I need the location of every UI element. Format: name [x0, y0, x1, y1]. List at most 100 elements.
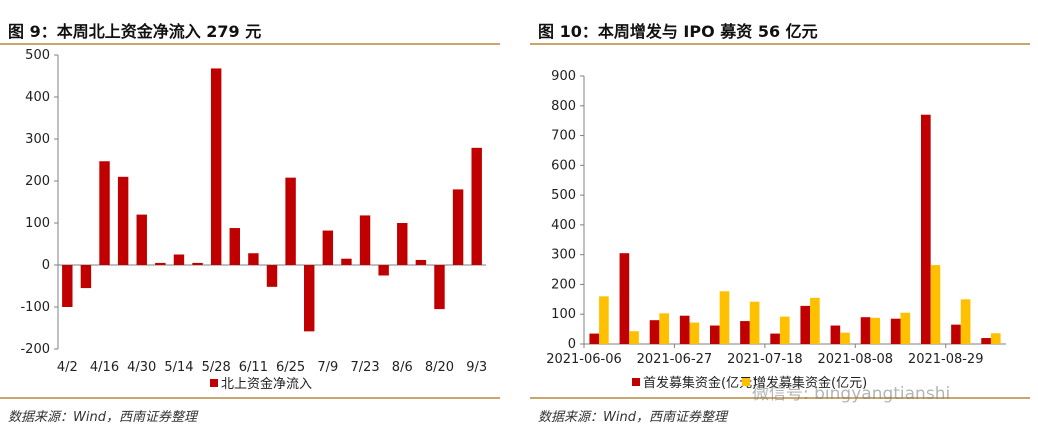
chart-panel-right: 图 10：本周增发与 IPO 募资 56 亿元 0 100 200 300 400 500… — [530, 0, 1038, 440]
bar-series2 — [749, 301, 760, 344]
bar-series1 — [951, 324, 961, 344]
bar-series1 — [117, 176, 129, 265]
bar-series2 — [659, 313, 670, 344]
y-tick-label: 200 — [25, 174, 50, 189]
bar-series1 — [710, 325, 720, 344]
x-tick-label: 7/9 — [317, 360, 338, 375]
bar-series1 — [173, 254, 185, 265]
bar-series2 — [930, 265, 941, 344]
bar-series2 — [599, 296, 609, 344]
bar-series1 — [589, 333, 600, 344]
bar-series2 — [810, 297, 820, 344]
y-tick-label: -100 — [20, 300, 50, 315]
chart-title: 图 10：本周增发与 IPO 募资 56 亿元 — [538, 22, 818, 41]
bar-series1 — [890, 318, 901, 344]
y-tick-label: 100 — [551, 307, 576, 322]
bar-series1 — [860, 317, 871, 344]
bar-series1 — [322, 230, 334, 265]
bar-series1 — [210, 68, 222, 265]
chart-svg-right: 0 100 200 300 400 500 600 700 800 900 2021-06-06 20… — [546, 69, 1006, 391]
legend-swatch — [632, 378, 640, 386]
bar-series2 — [960, 299, 971, 344]
x-tick-label: 6/25 — [276, 360, 305, 375]
bar-series1 — [304, 265, 315, 332]
bar-series1 — [981, 338, 991, 344]
bar-series1 — [740, 321, 750, 344]
wechat-watermark: 微信号: bingyangtianshi — [752, 384, 951, 404]
bar-series1 — [155, 262, 166, 265]
chart-svg-left: -200 -100 0 100 200 300 400 500 4/2 4/16 4/30 5/14 5… — [20, 48, 487, 392]
bar-series1 — [136, 214, 147, 265]
x-tick-label: 2021-06-27 — [637, 352, 713, 367]
y-tick-label: 400 — [25, 90, 50, 105]
y-tick-label: 600 — [551, 158, 576, 173]
x-tick-label: 8/6 — [392, 360, 413, 375]
y-tick-label: 0 — [568, 337, 576, 352]
source-divider — [0, 397, 500, 399]
bar-series2 — [840, 332, 850, 344]
y-tick-label: 300 — [551, 248, 576, 263]
chart-panel-left: 图 9：本周北上资金净流入 279 元 -200 -100 0 100 200 300 40… — [0, 0, 508, 440]
x-tick-label: 4/30 — [127, 360, 156, 375]
bar-series1 — [62, 265, 73, 307]
legend-label: 北上资金净流入 — [221, 376, 312, 392]
x-tick-label: 5/14 — [164, 360, 193, 375]
bar-series1 — [471, 147, 482, 265]
bar-series2 — [870, 317, 881, 344]
bar-series1 — [248, 253, 259, 265]
bar-series2 — [990, 333, 1001, 344]
title-divider — [0, 43, 500, 45]
bar-series1 — [434, 265, 445, 310]
y-tick-label: 300 — [25, 132, 50, 147]
bar-series1 — [99, 161, 110, 265]
bar-series1 — [921, 114, 931, 345]
legend-label: 增发募集资金(亿元) — [753, 375, 867, 391]
bar-series1 — [415, 259, 427, 265]
bar-series2 — [719, 291, 730, 344]
bar-series1 — [192, 262, 203, 265]
bar-series1 — [266, 265, 278, 287]
legend-swatch — [742, 378, 750, 386]
y-tick-label: 500 — [25, 48, 50, 63]
y-tick-label: 0 — [42, 258, 50, 273]
x-tick-label: 9/3 — [466, 360, 487, 375]
bar-series2 — [900, 312, 911, 344]
bar-series1 — [359, 215, 371, 265]
x-tick-label: 4/2 — [57, 360, 78, 375]
y-tick-label: 400 — [551, 218, 576, 233]
y-tick-label: 900 — [551, 69, 576, 84]
x-tick-label: 2021-08-08 — [818, 352, 894, 367]
bar-series2 — [689, 322, 700, 344]
bar-series2 — [629, 331, 639, 344]
x-tick-label: 7/23 — [350, 360, 379, 375]
bar-series1 — [619, 253, 630, 344]
y-tick-label: 700 — [551, 129, 576, 144]
legend-label: 首发募集资金(亿元) — [643, 375, 757, 391]
y-tick-label: 500 — [551, 188, 576, 203]
title-divider — [530, 43, 1030, 45]
bar-series1 — [341, 258, 352, 265]
y-tick-label: 100 — [25, 216, 50, 231]
x-tick-label: 4/16 — [90, 360, 119, 375]
legend-swatch — [210, 379, 218, 387]
x-tick-label: 5/28 — [202, 360, 231, 375]
bar-series1 — [80, 265, 92, 289]
y-tick-label: 800 — [551, 99, 576, 114]
x-tick-label: 6/11 — [239, 360, 268, 375]
x-tick-label: 8/20 — [425, 360, 454, 375]
y-tick-label: -200 — [20, 342, 50, 357]
bar-series1 — [679, 315, 690, 344]
chart-title: 图 9：本周北上资金净流入 279 元 — [8, 22, 262, 41]
x-tick-label: 2021-06-06 — [546, 352, 622, 367]
source-divider — [530, 397, 1030, 399]
bar-series1 — [285, 177, 296, 265]
bar-series1 — [397, 223, 408, 265]
bar-series1 — [649, 320, 660, 344]
bar-series1 — [830, 325, 841, 344]
bar-series1 — [800, 305, 811, 344]
bar-series1 — [452, 189, 464, 265]
y-tick-label: 200 — [551, 277, 576, 292]
bar-series1 — [378, 265, 389, 276]
source-note: 数据来源：Wind，西南证券整理 — [8, 410, 197, 425]
source-note: 数据来源：Wind，西南证券整理 — [538, 410, 727, 425]
